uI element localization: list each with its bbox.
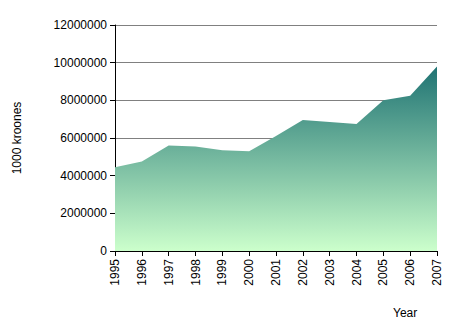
svg-text:1998: 1998: [189, 259, 203, 286]
svg-text:10000000: 10000000: [54, 56, 108, 70]
svg-text:1996: 1996: [135, 259, 149, 286]
svg-text:2000: 2000: [242, 259, 256, 286]
svg-text:6000000: 6000000: [60, 131, 107, 145]
svg-text:1995: 1995: [108, 259, 122, 286]
svg-text:12000000: 12000000: [54, 18, 108, 32]
svg-text:0: 0: [100, 244, 107, 258]
svg-text:2003: 2003: [323, 259, 337, 286]
svg-text:2002: 2002: [296, 259, 310, 286]
svg-text:Year: Year: [393, 306, 417, 320]
svg-text:2005: 2005: [376, 259, 390, 286]
svg-text:2004: 2004: [350, 259, 364, 286]
svg-text:1999: 1999: [215, 259, 229, 286]
svg-text:2000000: 2000000: [60, 206, 107, 220]
svg-text:8000000: 8000000: [60, 93, 107, 107]
svg-text:2006: 2006: [403, 259, 417, 286]
svg-text:2001: 2001: [269, 259, 283, 286]
svg-text:1997: 1997: [162, 259, 176, 286]
svg-text:2007: 2007: [430, 259, 444, 286]
svg-text:4000000: 4000000: [60, 169, 107, 183]
svg-text:1000 kroones: 1000 kroones: [10, 102, 24, 175]
